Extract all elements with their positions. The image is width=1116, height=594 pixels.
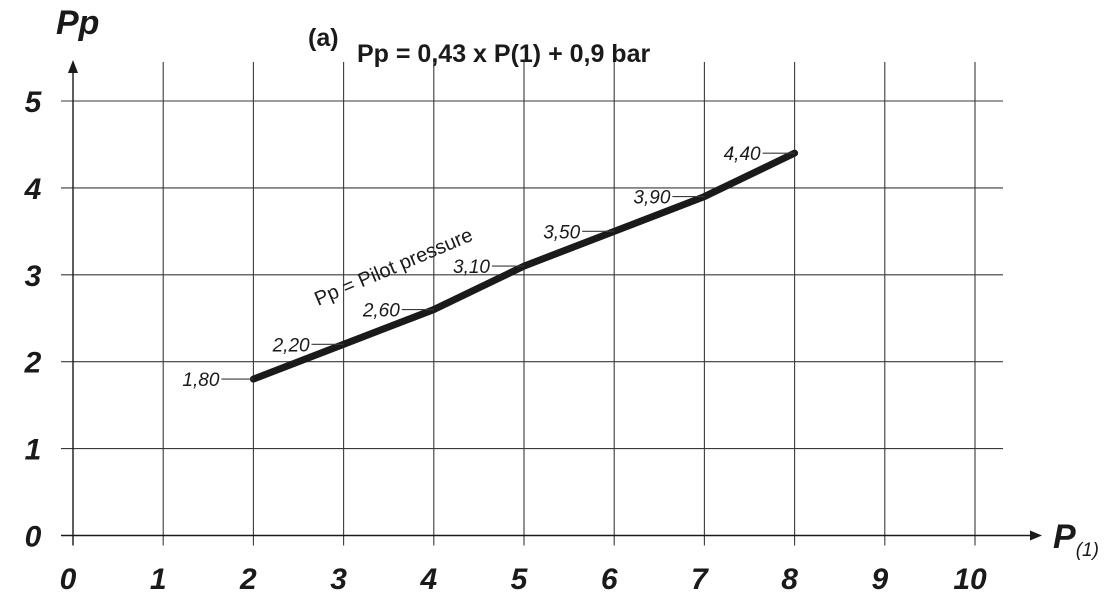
data-label: 1,80 (182, 370, 219, 391)
x-tick-label: 7 (691, 563, 709, 594)
data-labels: 1,80 2,20 2,60 3,10 3,50 3,90 4,40 (182, 144, 795, 391)
x-axis-arrow (1030, 530, 1042, 541)
x-tick-label: 9 (871, 563, 888, 594)
x-tick-label: 8 (781, 563, 798, 594)
x-tick-label: 5 (511, 563, 529, 594)
grid (61, 62, 1003, 546)
axes (61, 60, 1042, 546)
y-tick-label: 3 (25, 260, 42, 293)
x-tick-label: 2 (239, 563, 257, 594)
y-tick-labels: 0 1 2 3 4 5 (24, 86, 43, 554)
y-tick-label: 2 (24, 347, 42, 380)
x-tick-label: 6 (601, 563, 618, 594)
y-tick-label: 4 (24, 173, 42, 206)
data-label: 4,40 (724, 144, 761, 165)
y-tick-label: 1 (25, 434, 42, 467)
x-tick-label: 0 (60, 563, 77, 594)
y-tick-label: 0 (25, 521, 42, 554)
x-tick-label: 4 (419, 563, 437, 594)
x-tick-label: 10 (953, 563, 987, 594)
data-label: 2,60 (362, 301, 400, 322)
y-axis-arrow (68, 60, 78, 73)
x-tick-label: 3 (330, 563, 347, 594)
y-axis-title: Pp (56, 4, 99, 42)
chart-title: Pp = 0,43 x P(1) + 0,9 bar (357, 40, 650, 68)
data-label: 3,50 (543, 222, 580, 243)
chart-subtitle: (a) (308, 24, 339, 52)
x-axis-title: P(1) (1053, 518, 1099, 561)
data-label: 3,10 (453, 257, 490, 278)
data-label: 2,20 (272, 335, 310, 356)
x-axis-title-subscript: (1) (1076, 540, 1099, 561)
data-label: 3,90 (633, 188, 670, 209)
x-tick-labels: 0 1 2 3 4 5 6 7 8 9 10 (60, 563, 987, 594)
x-tick-label: 1 (150, 563, 167, 594)
y-tick-label: 5 (25, 86, 43, 119)
x-axis-title-main: P (1053, 518, 1076, 556)
